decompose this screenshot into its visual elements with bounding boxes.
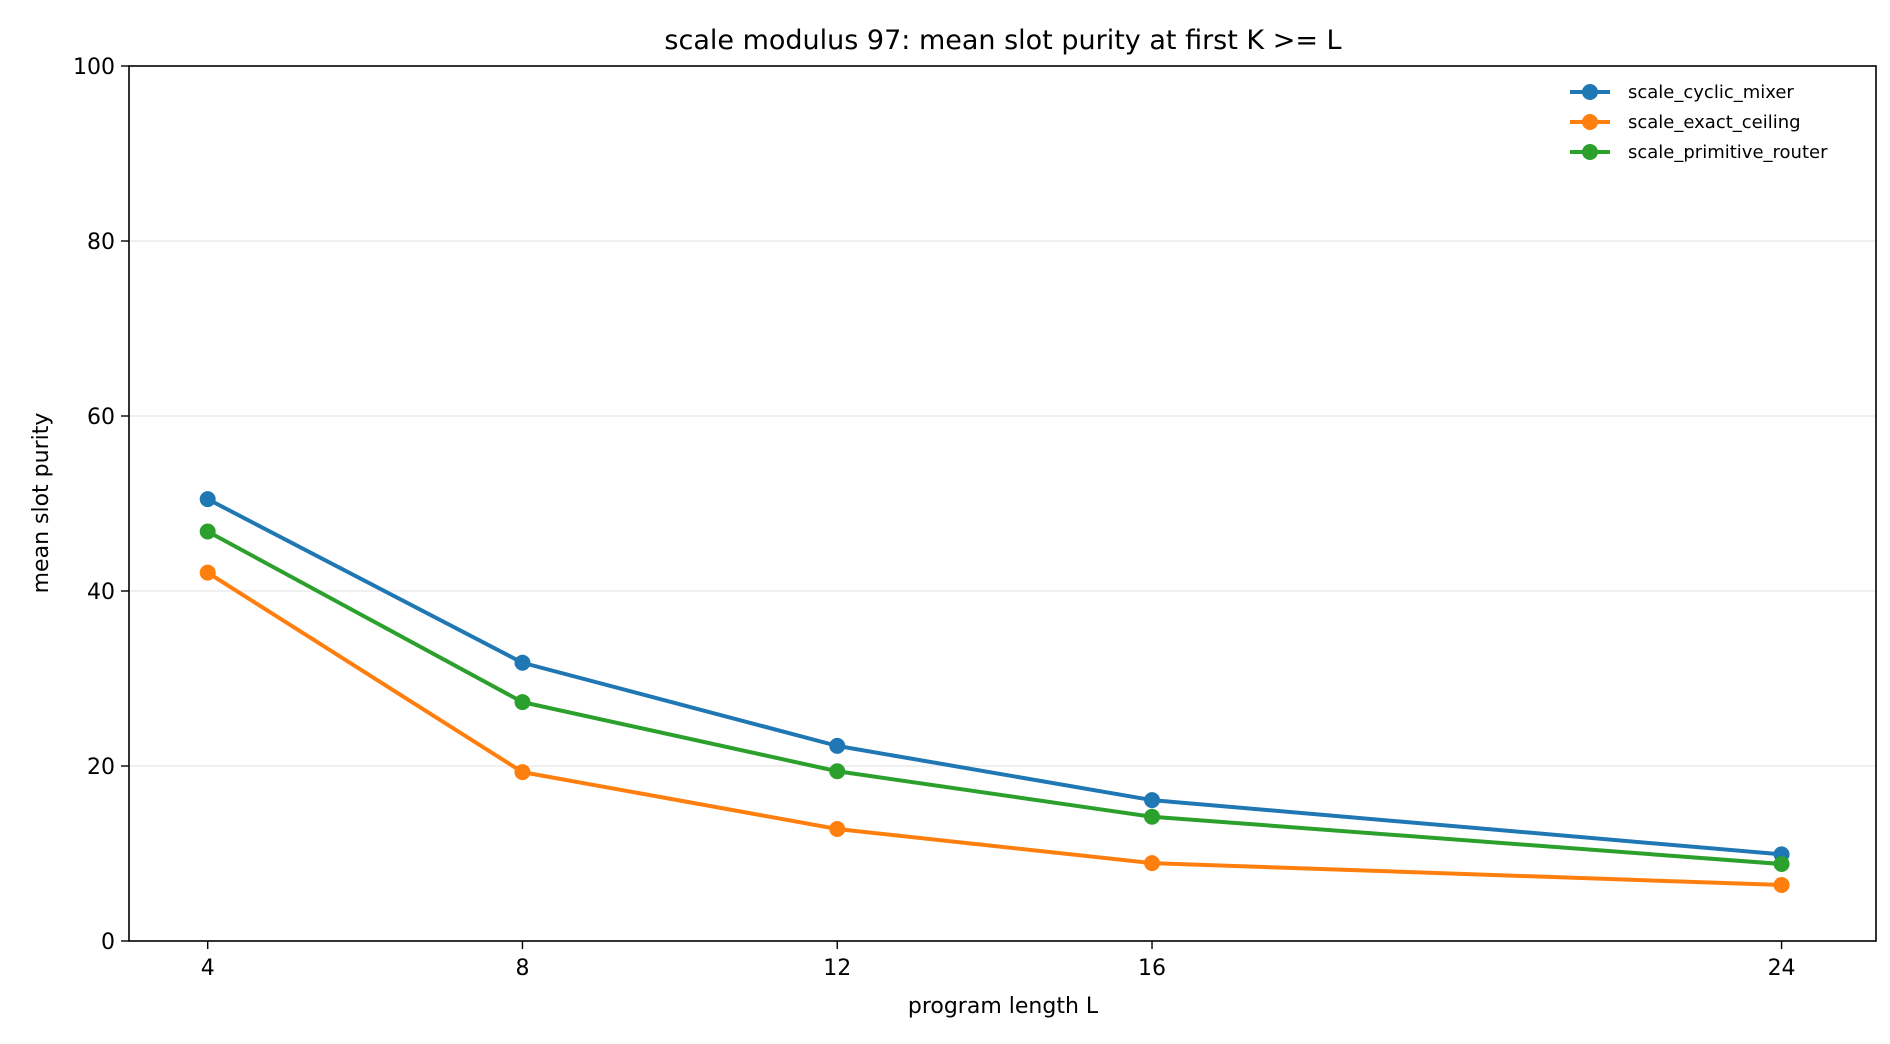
data-point	[1144, 792, 1161, 809]
legend-marker-swatch	[1582, 144, 1598, 160]
legend-label: scale_exact_ceiling	[1628, 112, 1801, 133]
data-point	[514, 694, 531, 711]
legend-marker-swatch	[1582, 114, 1598, 130]
x-tick-label: 12	[823, 956, 851, 981]
data-point	[1773, 877, 1790, 893]
data-point	[514, 764, 531, 781]
series-scale-cyclic-mixer	[199, 491, 1790, 863]
legend: scale_cyclic_mixer scale_exact_ceilingsca…	[1570, 82, 1828, 163]
series-scale-exact-ceiling	[199, 564, 1790, 893]
legend-marker-swatch	[1582, 84, 1598, 100]
data-point	[1144, 855, 1161, 872]
data-point	[1773, 856, 1790, 872]
x-axis: 4 8 12 16 24	[201, 941, 1796, 981]
grid-lines	[129, 240, 1876, 767]
legend-entry: scale_exact_ceiling	[1570, 112, 1801, 133]
y-tick-label: 40	[87, 580, 115, 605]
series-line	[205, 497, 1784, 857]
y-tick-label: 20	[87, 755, 115, 780]
y-tick-label: 100	[73, 55, 115, 80]
data-point	[199, 564, 216, 581]
chart-title: scale modulus 97: mean slot purity at fi…	[664, 25, 1341, 56]
x-tick-label: 8	[515, 956, 529, 981]
data-point	[829, 737, 846, 754]
legend-entry: scale_primitive_router	[1570, 142, 1828, 163]
series-layer	[199, 491, 1790, 893]
data-point	[829, 763, 846, 780]
legend-label: scale_cyclic_mixer	[1628, 82, 1794, 103]
y-axis-label: mean slot purity	[29, 413, 54, 594]
data-point	[199, 491, 216, 508]
series-line	[205, 529, 1784, 866]
series-scale-primitive-router	[199, 523, 1790, 872]
data-point	[829, 821, 846, 837]
x-tick-label: 4	[201, 956, 215, 981]
x-tick-label: 16	[1138, 956, 1166, 981]
x-tick-label: 24	[1768, 956, 1796, 981]
legend-label: scale_primitive_router	[1628, 142, 1828, 163]
legend-entry: scale_cyclic_mixer	[1570, 82, 1794, 103]
y-tick-label: 0	[101, 930, 115, 955]
series-line	[205, 570, 1784, 887]
x-axis-label: program length L	[908, 994, 1099, 1019]
data-point	[199, 523, 216, 540]
data-point	[514, 654, 531, 671]
y-tick-label: 80	[87, 230, 115, 255]
y-axis: 0 20 40 60 80 100	[73, 55, 129, 955]
plot-frame	[128, 65, 1877, 942]
y-tick-label: 60	[87, 405, 115, 430]
data-point	[1144, 808, 1161, 825]
